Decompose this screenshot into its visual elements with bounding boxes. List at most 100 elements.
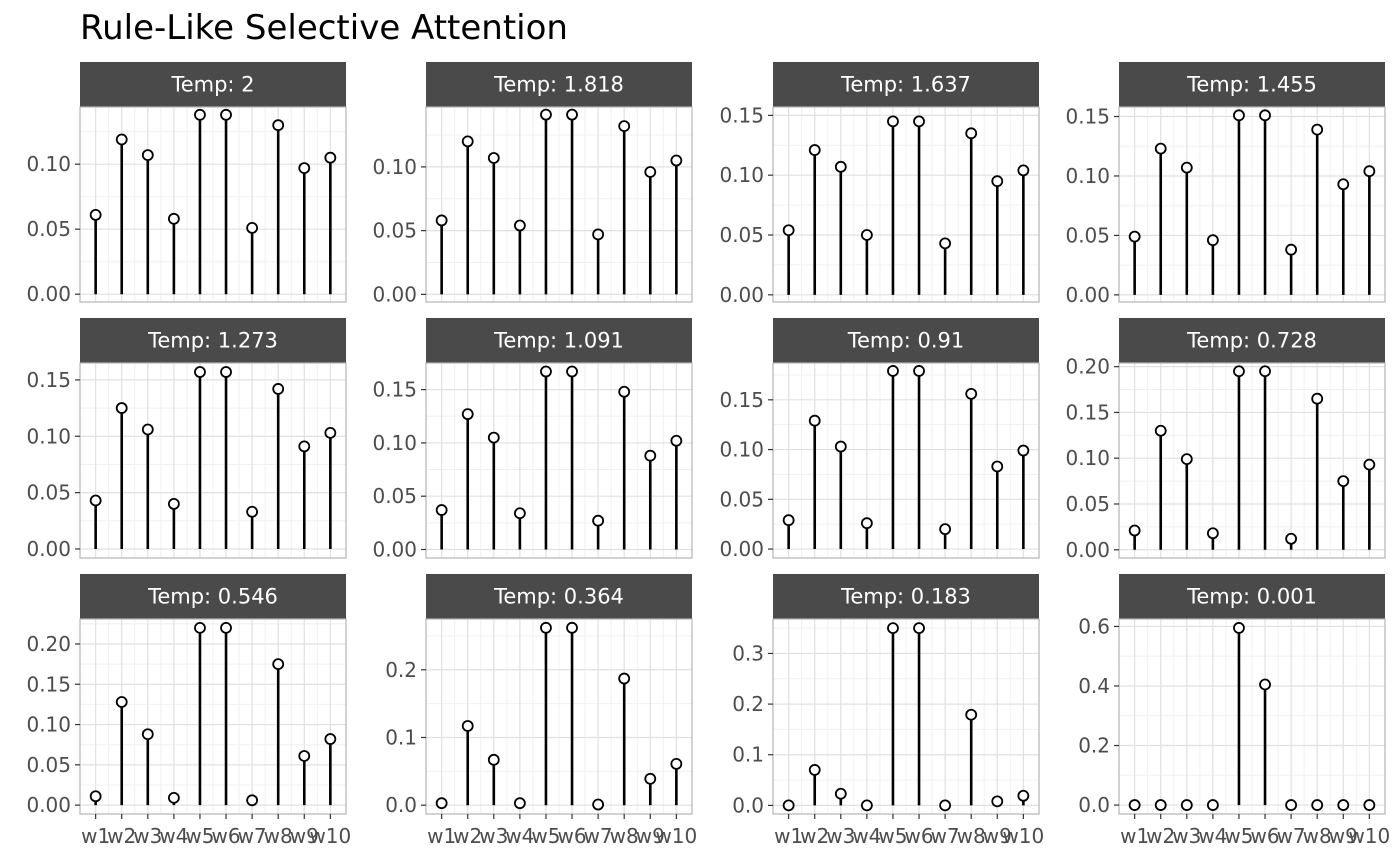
x-tick-label: w1: [427, 824, 456, 848]
lollipop-point: [834, 160, 847, 173]
facet-panel: Temp: 0.1830.00.10.20.3w1w2w3w4w5w6w7w8w…: [732, 574, 1044, 848]
lollipop-point: [487, 431, 500, 444]
facet-panel: Temp: 0.0010.00.20.40.6w1w2w3w4w5w6w7w8w…: [1078, 574, 1390, 848]
x-tick-label: w8: [610, 824, 639, 848]
lollipop-point: [89, 494, 102, 507]
x-tick-label: w1: [1120, 824, 1149, 848]
x-tick-label: w2: [1146, 824, 1175, 848]
lollipop-point: [89, 208, 102, 221]
strip-label: Temp: 0.546: [147, 585, 278, 609]
lollipop-point: [141, 149, 154, 162]
lollipop-point: [1206, 527, 1219, 540]
x-tick-label: w7: [238, 824, 267, 848]
x-tick-label: w5: [531, 824, 560, 848]
strip-label: Temp: 2: [170, 73, 254, 97]
lollipop-point: [1206, 234, 1219, 247]
lollipop-point: [618, 385, 631, 398]
y-tick-label: 0.10: [372, 431, 417, 455]
x-tick-label: w3: [133, 824, 162, 848]
lollipop-point: [89, 790, 102, 803]
lollipop-point: [1128, 524, 1141, 537]
chart-title: Rule-Like Selective Attention: [80, 8, 568, 48]
lollipop-point: [670, 434, 683, 447]
lollipop-point: [1180, 161, 1193, 174]
lollipop-point: [298, 750, 311, 762]
x-tick-label: w7: [931, 824, 960, 848]
lollipop-point: [566, 621, 578, 634]
lollipop-point: [618, 672, 631, 685]
lollipop-point: [1233, 109, 1245, 122]
lollipop-point: [782, 224, 795, 237]
y-tick-label: 0.10: [26, 424, 71, 448]
lollipop-point: [435, 797, 448, 810]
lollipop-point: [167, 212, 180, 225]
lollipop-point: [220, 108, 232, 121]
lollipop-point: [115, 133, 128, 146]
panel-border: [425, 106, 693, 303]
lollipop-point: [566, 365, 578, 378]
lollipop-point: [887, 622, 899, 635]
y-tick-label: 0.05: [26, 217, 71, 241]
y-tick-label: 0.4: [1078, 674, 1110, 698]
lollipop-point: [834, 787, 847, 800]
y-tick-label: 0.0: [1078, 793, 1110, 817]
x-tick-label: w6: [1250, 824, 1279, 848]
strip-label: Temp: 0.728: [1186, 329, 1317, 353]
lollipop-point: [887, 115, 899, 128]
lollipop-point: [115, 402, 128, 414]
lollipop-point: [808, 144, 821, 156]
lollipop-point: [965, 127, 978, 140]
lollipop-point: [913, 365, 925, 377]
lollipop-point: [618, 120, 631, 133]
x-tick-label: w4: [1198, 824, 1227, 848]
x-tick-label: w10: [309, 824, 351, 848]
strip-label: Temp: 1.455: [1186, 73, 1317, 97]
lollipop-point: [860, 229, 873, 241]
lollipop-point: [834, 440, 847, 453]
strip-background: [80, 62, 346, 107]
y-tick-label: 0.2: [1078, 734, 1110, 758]
y-tick-label: 0.10: [372, 155, 417, 179]
lollipop-point: [566, 108, 578, 121]
lollipop-point: [435, 504, 448, 516]
lollipop-point: [540, 365, 552, 378]
lollipop-point: [513, 507, 526, 520]
lollipop-point: [141, 728, 154, 741]
x-tick-label: w5: [878, 824, 907, 848]
strip-label: Temp: 1.637: [840, 73, 971, 97]
lollipop-point: [1363, 799, 1376, 811]
panel-border: [772, 106, 1040, 303]
lollipop-point: [808, 414, 821, 427]
strip-label: Temp: 0.183: [840, 585, 971, 609]
y-tick-label: 0.05: [719, 487, 764, 511]
strip-background: [773, 62, 1039, 107]
lollipop-point: [1285, 532, 1298, 545]
lollipop-point: [1285, 799, 1298, 811]
lollipop-point: [1233, 622, 1245, 634]
y-tick-label: 0.15: [719, 388, 764, 412]
x-tick-label: w2: [453, 824, 482, 848]
lollipop-point: [991, 175, 1004, 188]
x-tick-label: w8: [1303, 824, 1332, 848]
x-tick-label: w2: [107, 824, 136, 848]
panel-border: [79, 106, 347, 303]
y-tick-label: 0.10: [719, 438, 764, 462]
lollipop-point: [246, 221, 259, 234]
panel-border: [1118, 106, 1386, 303]
y-tick-label: 0.15: [372, 378, 417, 402]
facet-panel: Temp: 1.455 0.00 0.05 0.10 0.15: [1065, 62, 1386, 307]
lollipop-point: [1128, 799, 1141, 811]
lollipop-point: [1259, 365, 1271, 378]
strip-label: Temp: 0.001: [1186, 585, 1317, 609]
lollipop-point: [1337, 799, 1350, 811]
y-tick-label: 0.00: [1065, 283, 1110, 307]
lollipop-point: [991, 460, 1004, 473]
lollipop-point: [913, 622, 925, 635]
lollipop-point: [939, 523, 952, 536]
x-tick-label: w8: [264, 824, 293, 848]
x-tick-label: w3: [1172, 824, 1201, 848]
lollipop-point: [540, 108, 552, 121]
lollipop-point: [939, 799, 952, 812]
lollipop-point: [220, 366, 232, 378]
strip-background: [1119, 318, 1385, 363]
